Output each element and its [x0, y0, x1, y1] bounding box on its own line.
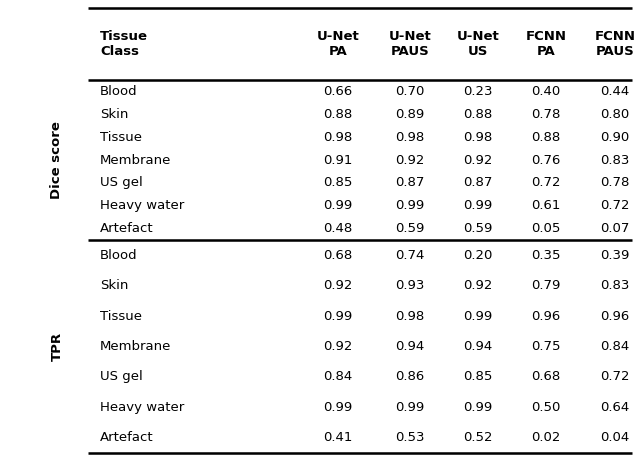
Text: 0.20: 0.20 — [463, 249, 493, 262]
Text: Tissue: Tissue — [100, 130, 142, 144]
Text: Artefact: Artefact — [100, 222, 154, 235]
Text: 0.44: 0.44 — [600, 85, 630, 98]
Text: 0.80: 0.80 — [600, 108, 630, 121]
Text: 0.92: 0.92 — [396, 154, 425, 166]
Text: 0.87: 0.87 — [396, 177, 425, 189]
Text: 0.74: 0.74 — [396, 249, 425, 262]
Text: Skin: Skin — [100, 279, 129, 292]
Text: 0.85: 0.85 — [323, 177, 353, 189]
Text: 0.64: 0.64 — [600, 401, 630, 414]
Text: 0.88: 0.88 — [323, 108, 353, 121]
Text: 0.70: 0.70 — [396, 85, 425, 98]
Text: Membrane: Membrane — [100, 154, 172, 166]
Text: 0.61: 0.61 — [531, 199, 561, 212]
Text: 0.96: 0.96 — [600, 310, 630, 323]
Text: US gel: US gel — [100, 177, 143, 189]
Text: 0.93: 0.93 — [396, 279, 425, 292]
Text: 0.78: 0.78 — [531, 108, 561, 121]
Text: 0.83: 0.83 — [600, 279, 630, 292]
Text: 0.59: 0.59 — [463, 222, 493, 235]
Text: 0.99: 0.99 — [463, 310, 493, 323]
Text: Membrane: Membrane — [100, 340, 172, 353]
Text: 0.72: 0.72 — [600, 371, 630, 384]
Text: 0.92: 0.92 — [323, 279, 353, 292]
Text: 0.92: 0.92 — [463, 279, 493, 292]
Text: FCNN
PA: FCNN PA — [525, 30, 566, 58]
Text: TPR: TPR — [51, 332, 63, 361]
Text: Blood: Blood — [100, 85, 138, 98]
Text: 0.72: 0.72 — [531, 177, 561, 189]
Text: 0.88: 0.88 — [531, 130, 561, 144]
Text: 0.98: 0.98 — [396, 130, 424, 144]
Text: 0.99: 0.99 — [323, 199, 353, 212]
Text: 0.84: 0.84 — [323, 371, 353, 384]
Text: 0.98: 0.98 — [463, 130, 493, 144]
Text: 0.99: 0.99 — [463, 401, 493, 414]
Text: 0.83: 0.83 — [600, 154, 630, 166]
Text: 0.99: 0.99 — [323, 401, 353, 414]
Text: Dice score: Dice score — [51, 121, 63, 199]
Text: 0.50: 0.50 — [531, 401, 561, 414]
Text: 0.41: 0.41 — [323, 431, 353, 444]
Text: 0.72: 0.72 — [600, 199, 630, 212]
Text: 0.68: 0.68 — [531, 371, 561, 384]
Text: 0.84: 0.84 — [600, 340, 630, 353]
Text: Tissue
Class: Tissue Class — [100, 30, 148, 58]
Text: 0.23: 0.23 — [463, 85, 493, 98]
Text: 0.04: 0.04 — [600, 431, 630, 444]
Text: 0.92: 0.92 — [323, 340, 353, 353]
Text: Blood: Blood — [100, 249, 138, 262]
Text: US gel: US gel — [100, 371, 143, 384]
Text: 0.86: 0.86 — [396, 371, 424, 384]
Text: U-Net
US: U-Net US — [456, 30, 499, 58]
Text: 0.52: 0.52 — [463, 431, 493, 444]
Text: 0.89: 0.89 — [396, 108, 424, 121]
Text: 0.75: 0.75 — [531, 340, 561, 353]
Text: 0.90: 0.90 — [600, 130, 630, 144]
Text: Tissue: Tissue — [100, 310, 142, 323]
Text: 0.91: 0.91 — [323, 154, 353, 166]
Text: 0.87: 0.87 — [463, 177, 493, 189]
Text: 0.94: 0.94 — [463, 340, 493, 353]
Text: 0.94: 0.94 — [396, 340, 424, 353]
Text: 0.99: 0.99 — [396, 199, 424, 212]
Text: 0.53: 0.53 — [396, 431, 425, 444]
Text: 0.79: 0.79 — [531, 279, 561, 292]
Text: 0.76: 0.76 — [531, 154, 561, 166]
Text: U-Net
PA: U-Net PA — [317, 30, 360, 58]
Text: 0.92: 0.92 — [463, 154, 493, 166]
Text: Artefact: Artefact — [100, 431, 154, 444]
Text: U-Net
PAUS: U-Net PAUS — [388, 30, 431, 58]
Text: 0.39: 0.39 — [600, 249, 630, 262]
Text: 0.35: 0.35 — [531, 249, 561, 262]
Text: 0.59: 0.59 — [396, 222, 425, 235]
Text: 0.99: 0.99 — [323, 310, 353, 323]
Text: 0.40: 0.40 — [531, 85, 561, 98]
Text: 0.48: 0.48 — [323, 222, 353, 235]
Text: 0.88: 0.88 — [463, 108, 493, 121]
Text: 0.96: 0.96 — [531, 310, 561, 323]
Text: 0.68: 0.68 — [323, 249, 353, 262]
Text: Heavy water: Heavy water — [100, 401, 184, 414]
Text: 0.07: 0.07 — [600, 222, 630, 235]
Text: 0.98: 0.98 — [396, 310, 424, 323]
Text: Skin: Skin — [100, 108, 129, 121]
Text: 0.66: 0.66 — [323, 85, 353, 98]
Text: 0.78: 0.78 — [600, 177, 630, 189]
Text: 0.99: 0.99 — [463, 199, 493, 212]
Text: 0.85: 0.85 — [463, 371, 493, 384]
Text: 0.05: 0.05 — [531, 222, 561, 235]
Text: 0.98: 0.98 — [323, 130, 353, 144]
Text: Heavy water: Heavy water — [100, 199, 184, 212]
Text: 0.02: 0.02 — [531, 431, 561, 444]
Text: 0.99: 0.99 — [396, 401, 424, 414]
Text: FCNN
PAUS: FCNN PAUS — [595, 30, 636, 58]
